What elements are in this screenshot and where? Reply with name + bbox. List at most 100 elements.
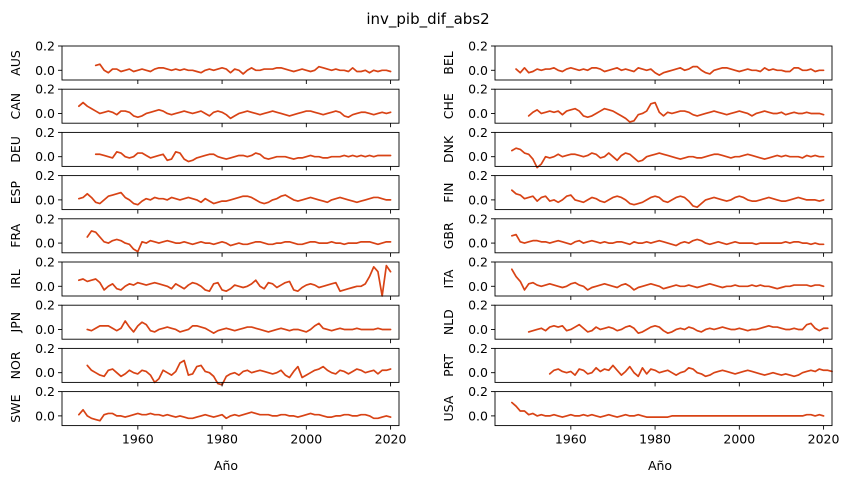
y-tick-label: 0.0 bbox=[468, 322, 488, 337]
series-line-swe bbox=[77, 408, 392, 422]
panel-label-usa: USA bbox=[441, 395, 456, 421]
panel-frame bbox=[494, 347, 833, 383]
x-tick-label: 2000 bbox=[723, 432, 755, 447]
y-tick-label: 0.0 bbox=[35, 63, 55, 78]
panel-label-esp: ESP bbox=[8, 180, 23, 204]
y-tick-label: 0.2 bbox=[468, 255, 488, 270]
y-tick-label: 0.0 bbox=[35, 236, 55, 251]
series-line-prt bbox=[548, 364, 833, 378]
series-line-fra bbox=[86, 230, 392, 253]
series-line-ita bbox=[511, 268, 825, 291]
panel-frame bbox=[494, 175, 833, 211]
panel-aus: 0.0 0.2 AUS bbox=[8, 39, 400, 84]
panel-frame bbox=[494, 304, 833, 340]
series-line-esp bbox=[77, 191, 392, 206]
panel-label-prt: PRT bbox=[441, 354, 456, 377]
y-tick-label: 0.2 bbox=[35, 384, 55, 399]
y-tick-label: 0.0 bbox=[468, 365, 488, 380]
series-line-gbr bbox=[511, 233, 825, 247]
panel-ita: 0.0 0.2 ITA bbox=[441, 255, 833, 300]
panel-jpn: 0.0 0.2 JPN bbox=[8, 298, 400, 344]
panel-frame bbox=[494, 391, 833, 427]
panel-frame bbox=[61, 218, 400, 254]
series-line-che bbox=[527, 101, 825, 123]
panel-nor: 0.0 0.2 NOR bbox=[8, 341, 400, 387]
x-axis-label-right: Año bbox=[648, 458, 672, 473]
x-tick-label: 2020 bbox=[808, 432, 840, 447]
panel-fin: 0.0 0.2 FIN bbox=[441, 168, 833, 214]
y-tick-label: 0.2 bbox=[35, 125, 55, 140]
panel-label-can: CAN bbox=[8, 93, 23, 120]
panel-label-che: CHE bbox=[441, 93, 456, 119]
panel-prt: 0.0 0.2 PRT bbox=[441, 341, 833, 387]
panel-frame bbox=[61, 88, 400, 124]
y-tick-label: 0.0 bbox=[35, 149, 55, 164]
panel-frame bbox=[61, 45, 400, 81]
panel-che: 0.0 0.2 CHE bbox=[441, 82, 833, 128]
series-line-dnk bbox=[511, 147, 825, 169]
y-tick-label: 0.0 bbox=[35, 365, 55, 380]
panel-usa: 0.0 0.2 1960 1980 2000 2020 USA bbox=[441, 384, 840, 447]
panel-label-deu: DEU bbox=[8, 136, 23, 163]
chart-title: inv_pib_dif_abs2 bbox=[366, 10, 489, 29]
panel-frame bbox=[61, 131, 400, 167]
panel-label-fin: FIN bbox=[441, 182, 456, 202]
y-tick-label: 0.0 bbox=[468, 279, 488, 294]
panel-nld: 0.0 0.2 NLD bbox=[441, 298, 833, 344]
panel-fra: 0.0 0.2 FRA bbox=[8, 211, 400, 257]
series-line-bel bbox=[515, 65, 825, 76]
y-tick-label: 0.2 bbox=[35, 39, 55, 54]
x-tick-label: 1980 bbox=[639, 432, 671, 447]
panel-label-nld: NLD bbox=[441, 309, 456, 335]
panel-label-bel: BEL bbox=[441, 51, 456, 74]
y-tick-label: 0.0 bbox=[468, 408, 488, 423]
series-line-jpn bbox=[86, 320, 392, 334]
panel-frame bbox=[61, 391, 400, 427]
panel-label-gbr: GBR bbox=[441, 222, 456, 249]
y-tick-label: 0.2 bbox=[35, 341, 55, 356]
panel-frame bbox=[61, 261, 400, 297]
series-line-nor bbox=[86, 359, 392, 386]
y-tick-label: 0.2 bbox=[468, 341, 488, 356]
y-tick-label: 0.2 bbox=[35, 255, 55, 270]
y-tick-label: 0.0 bbox=[468, 106, 488, 121]
panel-label-aus: AUS bbox=[8, 50, 23, 76]
panel-deu: 0.0 0.2 DEU bbox=[8, 125, 400, 171]
panel-frame bbox=[61, 175, 400, 211]
series-line-fin bbox=[511, 189, 825, 209]
panel-label-irl: IRL bbox=[8, 269, 23, 288]
y-tick-label: 0.2 bbox=[35, 168, 55, 183]
y-tick-label: 0.0 bbox=[35, 106, 55, 121]
x-tick-label: 2000 bbox=[290, 432, 322, 447]
y-tick-label: 0.0 bbox=[35, 408, 55, 423]
series-line-deu bbox=[94, 150, 392, 163]
panel-frame bbox=[61, 304, 400, 340]
y-tick-label: 0.2 bbox=[468, 298, 488, 313]
y-tick-label: 0.2 bbox=[468, 82, 488, 97]
y-tick-label: 0.2 bbox=[468, 125, 488, 140]
x-tick-label: 1980 bbox=[206, 432, 238, 447]
panel-frame bbox=[494, 45, 833, 81]
panel-label-nor: NOR bbox=[8, 351, 23, 379]
series-line-can bbox=[77, 101, 392, 120]
y-tick-label: 0.0 bbox=[35, 279, 55, 294]
panel-frame bbox=[61, 347, 400, 383]
panel-frame bbox=[494, 218, 833, 254]
y-tick-label: 0.0 bbox=[468, 192, 488, 207]
panel-swe: 0.0 0.2 1960 1980 2000 2020 SWE bbox=[8, 384, 407, 447]
panel-bel: 0.0 0.2 BEL bbox=[441, 39, 833, 84]
y-tick-label: 0.0 bbox=[468, 149, 488, 164]
panel-label-fra: FRA bbox=[8, 223, 23, 247]
y-tick-label: 0.2 bbox=[35, 298, 55, 313]
panel-esp: 0.0 0.2 ESP bbox=[8, 168, 400, 214]
y-tick-label: 0.2 bbox=[468, 384, 488, 399]
panel-label-swe: SWE bbox=[8, 394, 23, 422]
series-line-nld bbox=[527, 322, 829, 334]
y-tick-label: 0.2 bbox=[468, 211, 488, 226]
panel-gbr: 0.0 0.2 GBR bbox=[441, 211, 833, 257]
y-tick-label: 0.0 bbox=[468, 63, 488, 78]
x-tick-label: 1960 bbox=[122, 432, 154, 447]
panel-dnk: 0.0 0.2 DNK bbox=[441, 125, 833, 171]
